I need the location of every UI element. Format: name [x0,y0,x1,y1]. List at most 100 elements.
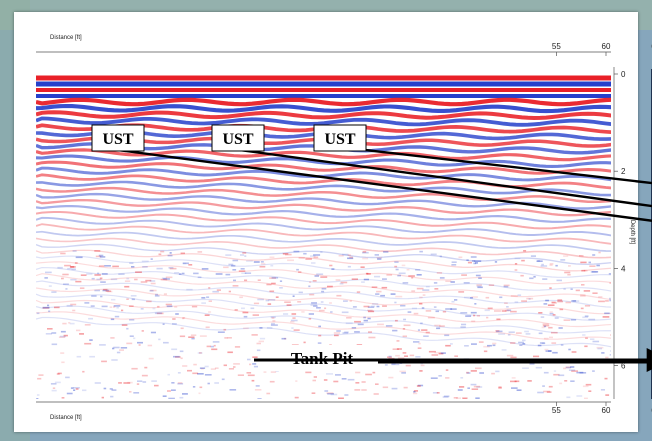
noise-speckle [295,380,298,382]
noise-speckle [555,264,558,267]
noise-speckle [438,375,442,377]
noise-speckle [484,309,490,312]
noise-speckle [148,357,154,360]
noise-speckle [382,386,389,389]
noise-speckle [244,279,248,282]
noise-speckle [279,280,283,282]
noise-speckle [471,343,477,345]
noise-speckle [72,309,76,312]
noise-speckle [601,352,605,354]
noise-speckle [483,345,490,348]
noise-speckle [557,299,563,301]
noise-speckle [592,370,595,372]
noise-speckle [70,278,77,281]
noise-speckle [568,369,576,371]
soil-layer-left [36,110,611,121]
noise-speckle [186,288,193,291]
noise-speckle [421,307,425,309]
noise-speckle [155,293,158,296]
noise-speckle [94,274,101,276]
noise-speckle [59,335,66,338]
noise-speckle [554,317,559,319]
noise-speckle [563,319,571,321]
noise-speckle [514,380,520,383]
noise-speckle [464,345,469,347]
noise-speckle [451,261,457,263]
noise-speckle [171,348,178,351]
noise-speckle [602,316,610,318]
noise-speckle [165,276,173,279]
noise-speckle [548,326,553,329]
noise-speckle [98,265,105,267]
noise-speckle [541,342,546,345]
noise-speckle [585,337,588,339]
noise-speckle [65,376,70,379]
noise-speckle [60,252,66,255]
noise-speckle [133,392,140,394]
noise-speckle [401,264,406,267]
noise-speckle [129,335,134,337]
noise-speckle [487,344,492,347]
noise-speckle [544,337,549,340]
noise-speckle [385,325,393,327]
noise-speckle [543,303,548,305]
noise-speckle [362,251,369,254]
noise-speckle [454,299,458,301]
noise-speckle [367,306,375,308]
noise-speckle [521,259,525,262]
noise-speckle [79,287,85,289]
x-axis-title-bottom: Distance [ft] [50,415,82,421]
noise-speckle [584,315,589,317]
noise-speckle [210,345,214,348]
noise-speckle [283,313,289,315]
noise-speckle [216,289,221,291]
noise-speckle [167,254,173,257]
noise-speckle [162,323,165,325]
noise-speckle [151,380,157,382]
noise-speckle [579,255,584,257]
noise-speckle [344,394,349,396]
noise-speckle [51,332,57,334]
noise-speckle [266,392,271,395]
ust-arrow [117,148,652,222]
noise-speckle [395,295,403,298]
noise-speckle [111,389,117,391]
noise-speckle [566,396,571,399]
noise-speckle [415,269,421,271]
noise-speckle [604,312,610,315]
noise-speckle [51,343,58,346]
soil-layer-left [36,273,611,301]
noise-speckle [217,331,225,333]
noise-speckle [471,320,476,323]
noise-speckle [583,290,591,292]
noise-speckle [453,397,458,399]
noise-speckle [214,367,219,369]
noise-speckle [99,277,103,280]
noise-speckle [548,350,552,352]
noise-speckle [72,387,80,389]
noise-speckle [107,290,113,293]
noise-speckle [70,303,77,306]
noise-speckle [457,389,463,391]
noise-speckle [551,331,558,334]
noise-speckle [354,331,360,333]
noise-speckle [243,315,248,318]
noise-speckle [356,291,361,293]
noise-speckle [463,282,470,284]
noise-speckle [66,392,73,395]
noise-speckle [341,311,349,314]
noise-speckle [425,331,430,334]
noise-speckle [425,285,430,288]
noise-speckle [533,276,536,278]
noise-speckle [363,316,366,319]
noise-speckle [403,324,411,327]
noise-speckle [167,390,171,392]
noise-speckle [187,369,192,372]
noise-speckle [63,283,69,285]
noise-speckle [298,257,305,259]
noise-speckle [182,317,186,319]
soil-layer-left [36,311,611,340]
noise-speckle [549,336,553,339]
noise-speckle [42,307,50,309]
noise-speckle [193,363,197,366]
